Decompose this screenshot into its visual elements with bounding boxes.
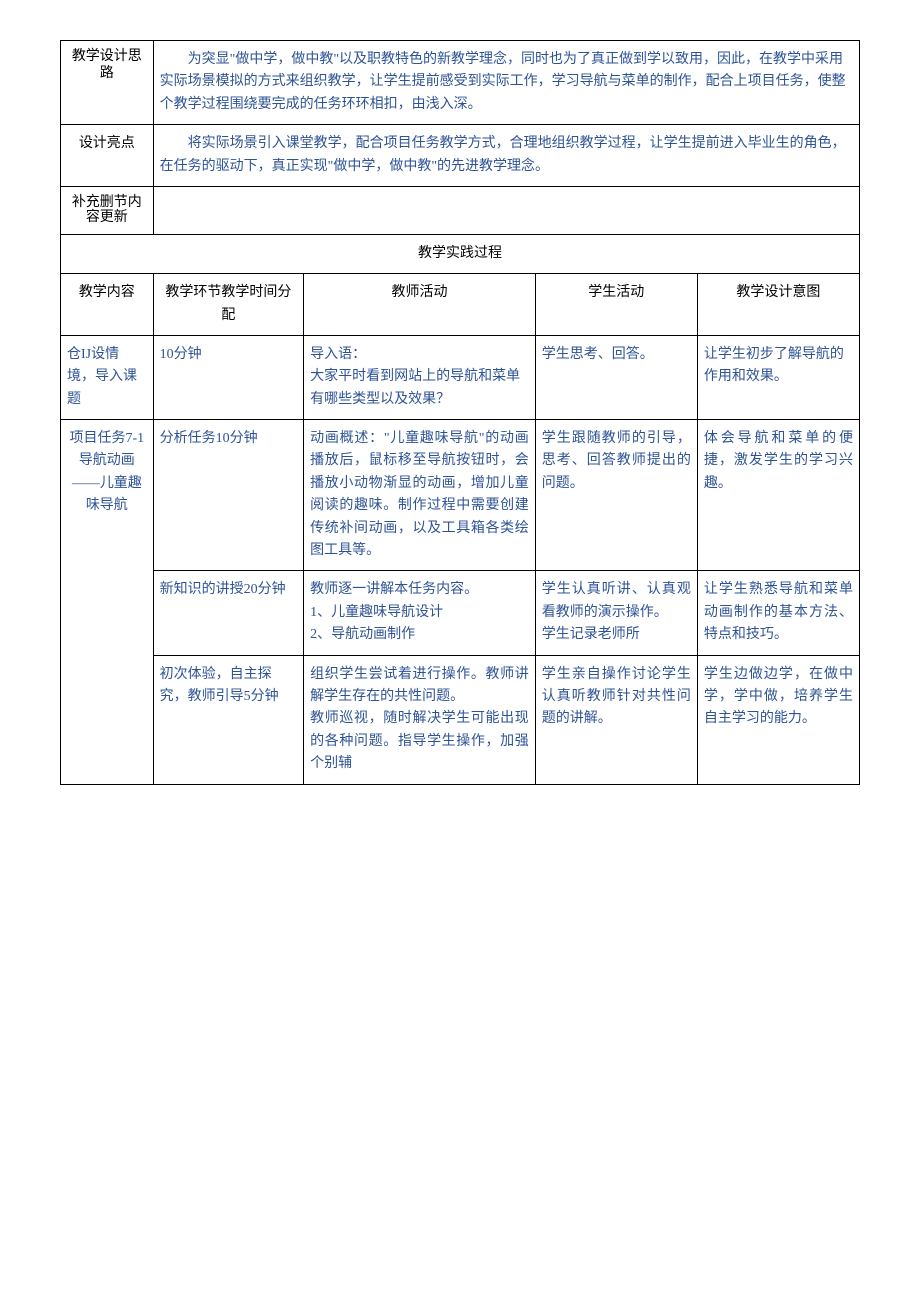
design-highlight-row: 设计亮点 将实际场景引入课堂教学，配合项目任务教学方式，合理地组织教学过程，让学… xyxy=(61,125,860,187)
task-phase-0: 分析任务10分钟 xyxy=(153,420,304,571)
design-highlight-label: 设计亮点 xyxy=(61,125,154,187)
task-phase-2: 初次体验，自主探究，教师引导5分钟 xyxy=(153,655,304,784)
practice-header: 教学实践过程 xyxy=(61,234,860,273)
design-highlight-content: 将实际场景引入课堂教学，配合项目任务教学方式，合理地组织教学过程，让学生提前进入… xyxy=(153,125,859,187)
task-teacher-2: 组织学生尝试着进行操作。教师讲解学生存在的共性问题。 教师巡视，随时解决学生可能… xyxy=(304,655,536,784)
col-header-content: 教学内容 xyxy=(61,274,154,336)
table-row: 仓IJ设情境，导入课题 10分钟 导入语： 大家平时看到网站上的导航和菜单有哪些… xyxy=(61,335,860,419)
design-thinking-content: 为突显"做中学，做中教"以及职教特色的新教学理念，同时也为了真正做到学以致用，因… xyxy=(153,41,859,125)
task-content: 项目任务7-1导航动画——儿童趣味导航 xyxy=(61,420,154,784)
row-student: 学生思考、回答。 xyxy=(535,335,697,419)
practice-header-row: 教学实践过程 xyxy=(61,234,860,273)
task-intent-0: 体会导航和菜单的便捷，激发学生的学习兴趣。 xyxy=(697,420,859,571)
row-phase: 10分钟 xyxy=(153,335,304,419)
task-phase-1: 新知识的讲授20分钟 xyxy=(153,571,304,655)
table-row: 新知识的讲授20分钟 教师逐一讲解本任务内容。 1、儿童趣味导航设计 2、导航动… xyxy=(61,571,860,655)
supplement-label: 补充删节内容更新 xyxy=(61,186,154,234)
col-header-phase: 教学环节教学时间分配 xyxy=(153,274,304,336)
task-student-2: 学生亲自操作讨论学生认真听教师针对共性问题的讲解。 xyxy=(535,655,697,784)
col-header-teacher: 教师活动 xyxy=(304,274,536,336)
row-content: 仓IJ设情境，导入课题 xyxy=(61,335,154,419)
task-teacher-1: 教师逐一讲解本任务内容。 1、儿童趣味导航设计 2、导航动画制作 xyxy=(304,571,536,655)
row-intent: 让学生初步了解导航的作用和效果。 xyxy=(697,335,859,419)
task-intent-2: 学生边做边学，在做中学，学中做，培养学生自主学习的能力。 xyxy=(697,655,859,784)
column-header-row: 教学内容 教学环节教学时间分配 教师活动 学生活动 教学设计意图 xyxy=(61,274,860,336)
table-row: 项目任务7-1导航动画——儿童趣味导航 分析任务10分钟 动画概述："儿童趣味导… xyxy=(61,420,860,571)
design-thinking-row: 教学设计思路 为突显"做中学，做中教"以及职教特色的新教学理念，同时也为了真正做… xyxy=(61,41,860,125)
task-student-0: 学生跟随教师的引导，思考、回答教师提出的问题。 xyxy=(535,420,697,571)
task-student-1: 学生认真听讲、认真观看教师的演示操作。 学生记录老师所 xyxy=(535,571,697,655)
table-row: 初次体验，自主探究，教师引导5分钟 组织学生尝试着进行操作。教师讲解学生存在的共… xyxy=(61,655,860,784)
supplement-row: 补充删节内容更新 xyxy=(61,186,860,234)
col-header-intent: 教学设计意图 xyxy=(697,274,859,336)
task-intent-1: 让学生熟悉导航和菜单动画制作的基本方法、特点和技巧。 xyxy=(697,571,859,655)
col-header-student: 学生活动 xyxy=(535,274,697,336)
lesson-plan-table: 教学设计思路 为突显"做中学，做中教"以及职教特色的新教学理念，同时也为了真正做… xyxy=(60,40,860,785)
supplement-content xyxy=(153,186,859,234)
row-teacher: 导入语： 大家平时看到网站上的导航和菜单有哪些类型以及效果？ xyxy=(304,335,536,419)
task-teacher-0: 动画概述："儿童趣味导航"的动画播放后，鼠标移至导航按钮时，会播放小动物渐显的动… xyxy=(304,420,536,571)
design-thinking-label: 教学设计思路 xyxy=(61,41,154,125)
